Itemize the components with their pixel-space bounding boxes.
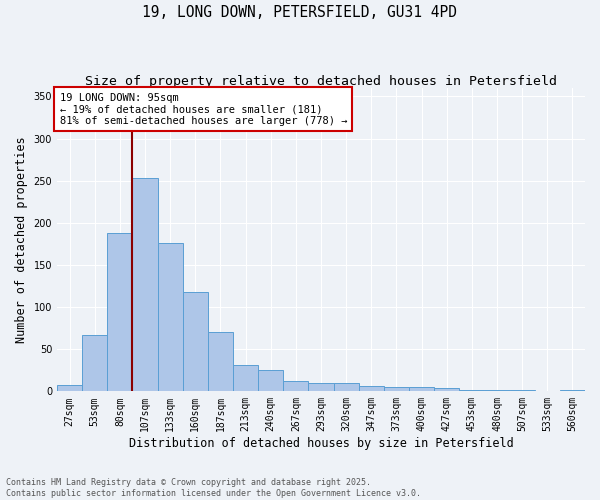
Bar xyxy=(434,388,459,392)
Text: 19 LONG DOWN: 95sqm
← 19% of detached houses are smaller (181)
81% of semi-detac: 19 LONG DOWN: 95sqm ← 19% of detached ho… xyxy=(59,92,347,126)
Bar xyxy=(183,292,208,392)
Bar xyxy=(509,390,535,392)
X-axis label: Distribution of detached houses by size in Petersfield: Distribution of detached houses by size … xyxy=(128,437,514,450)
Bar xyxy=(57,384,82,392)
Y-axis label: Number of detached properties: Number of detached properties xyxy=(15,136,28,343)
Bar xyxy=(308,383,334,392)
Text: Contains HM Land Registry data © Crown copyright and database right 2025.
Contai: Contains HM Land Registry data © Crown c… xyxy=(6,478,421,498)
Bar xyxy=(208,332,233,392)
Bar xyxy=(233,365,258,392)
Bar xyxy=(384,387,409,392)
Title: Size of property relative to detached houses in Petersfield: Size of property relative to detached ho… xyxy=(85,75,557,88)
Bar xyxy=(107,233,133,392)
Bar xyxy=(560,390,585,392)
Bar xyxy=(359,386,384,392)
Bar xyxy=(82,335,107,392)
Bar xyxy=(258,370,283,392)
Bar xyxy=(459,390,484,392)
Bar xyxy=(283,381,308,392)
Bar xyxy=(484,390,509,392)
Text: 19, LONG DOWN, PETERSFIELD, GU31 4PD: 19, LONG DOWN, PETERSFIELD, GU31 4PD xyxy=(143,5,458,20)
Bar xyxy=(334,383,359,392)
Bar xyxy=(409,387,434,392)
Bar xyxy=(158,243,183,392)
Bar xyxy=(133,178,158,392)
